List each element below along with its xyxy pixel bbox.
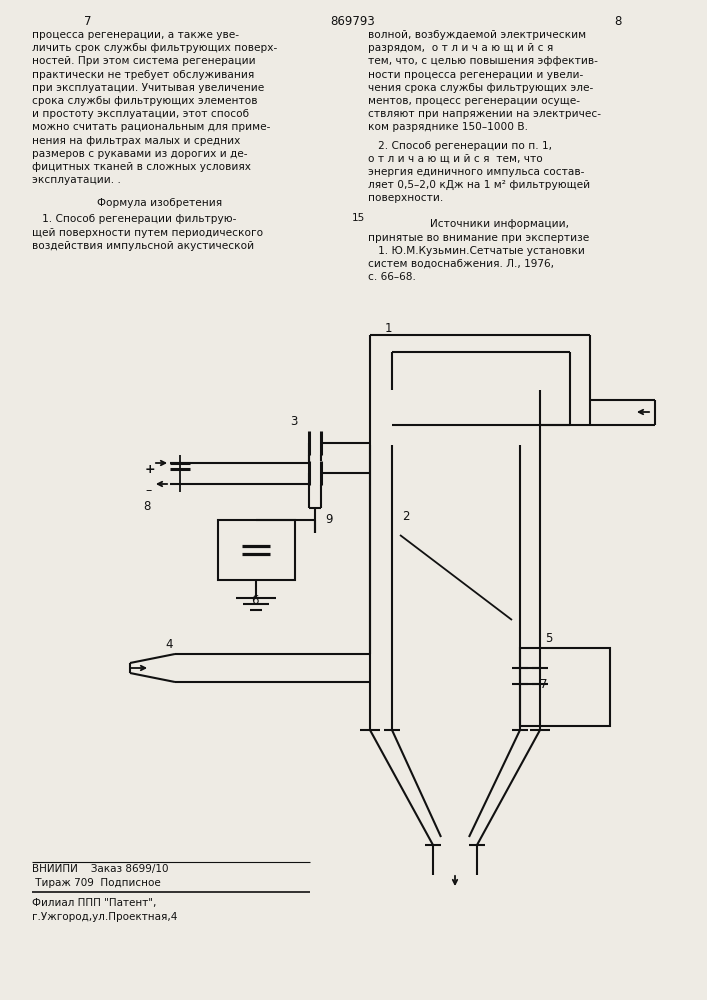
Text: и простоту эксплуатации, этот способ: и простоту эксплуатации, этот способ [32,109,249,119]
Text: чения срока службы фильтрующих эле-: чения срока службы фильтрующих эле- [368,83,593,93]
Text: волной, возбуждаемой электрическим: волной, возбуждаемой электрическим [368,30,586,40]
Text: ментов, процесс регенерации осуще-: ментов, процесс регенерации осуще- [368,96,580,106]
Text: нения на фильтрах малых и средних: нения на фильтрах малых и средних [32,136,240,146]
Text: щей поверхности путем периодического: щей поверхности путем периодического [32,228,263,238]
Text: эксплуатации. .: эксплуатации. . [32,175,121,185]
Text: личить срок службы фильтрующих поверх-: личить срок службы фильтрующих поверх- [32,43,277,53]
Text: тем, что, с целью повышения эффектив-: тем, что, с целью повышения эффектив- [368,56,598,66]
Text: 2. Способ регенерации по п. 1,: 2. Способ регенерации по п. 1, [368,141,552,151]
Text: ности процесса регенерации и увели-: ности процесса регенерации и увели- [368,70,583,80]
Text: Филиал ППП "Патент",: Филиал ППП "Патент", [32,898,156,908]
Text: 1: 1 [385,322,392,335]
Text: ляет 0,5–2,0 кДж на 1 м² фильтрующей: ляет 0,5–2,0 кДж на 1 м² фильтрующей [368,180,590,190]
Text: воздействия импульсной акустической: воздействия импульсной акустической [32,241,254,251]
Text: Тираж 709  Подписное: Тираж 709 Подписное [32,878,160,888]
Text: г.Ужгород,ул.Проектная,4: г.Ужгород,ул.Проектная,4 [32,912,177,922]
Text: ностей. При этом система регенерации: ностей. При этом система регенерации [32,56,256,66]
Text: систем водоснабжения. Л., 1976,: систем водоснабжения. Л., 1976, [368,259,554,269]
Text: ВНИИПИ    Заказ 8699/10: ВНИИПИ Заказ 8699/10 [32,864,168,874]
Text: –: – [145,484,151,497]
Text: 7: 7 [540,678,547,691]
Bar [218,520,295,580]
Text: +: + [145,463,156,476]
Text: 4: 4 [165,638,173,651]
Text: принятые во внимание при экспертизе: принятые во внимание при экспертизе [368,233,589,243]
Text: 1. Ю.М.Кузьмин.Сетчатые установки: 1. Ю.М.Кузьмин.Сетчатые установки [368,246,585,256]
Text: разрядом,  о т л и ч а ю щ и й с я: разрядом, о т л и ч а ю щ и й с я [368,43,554,53]
Text: 3: 3 [290,415,298,428]
Text: Источники информации,: Источники информации, [431,219,570,229]
Text: размеров с рукавами из дорогих и де-: размеров с рукавами из дорогих и де- [32,149,247,159]
Text: фицитных тканей в сложных условиях: фицитных тканей в сложных условиях [32,162,251,172]
Text: Формула изобретения: Формула изобретения [98,198,223,208]
Text: 1. Способ регенерации фильтрую-: 1. Способ регенерации фильтрую- [32,214,236,224]
Text: ком разряднике 150–1000 В.: ком разряднике 150–1000 В. [368,122,528,132]
Bar [520,648,610,726]
Text: 9: 9 [325,513,332,526]
Text: при эксплуатации. Учитывая увеличение: при эксплуатации. Учитывая увеличение [32,83,264,93]
Text: срока службы фильтрующих элементов: срока службы фильтрующих элементов [32,96,257,106]
Text: практически не требует обслуживания: практически не требует обслуживания [32,70,255,80]
Text: о т л и ч а ю щ и й с я  тем, что: о т л и ч а ю щ и й с я тем, что [368,154,543,164]
Text: ствляют при напряжении на электричес-: ствляют при напряжении на электричес- [368,109,601,119]
Text: 5: 5 [545,632,552,645]
Text: можно считать рациональным для приме-: можно считать рациональным для приме- [32,122,270,132]
Text: 8: 8 [143,500,151,513]
Text: поверхности.: поверхности. [368,193,443,203]
Text: 869793: 869793 [331,15,375,28]
Text: процесса регенерации, а также уве-: процесса регенерации, а также уве- [32,30,239,40]
Text: 6: 6 [251,594,259,607]
Text: 7: 7 [84,15,92,28]
Text: 2: 2 [402,510,409,523]
Text: с. 66–68.: с. 66–68. [368,272,416,282]
Text: 15: 15 [352,213,366,223]
Text: 8: 8 [614,15,621,28]
Text: энергия единичного импульса состав-: энергия единичного импульса состав- [368,167,585,177]
